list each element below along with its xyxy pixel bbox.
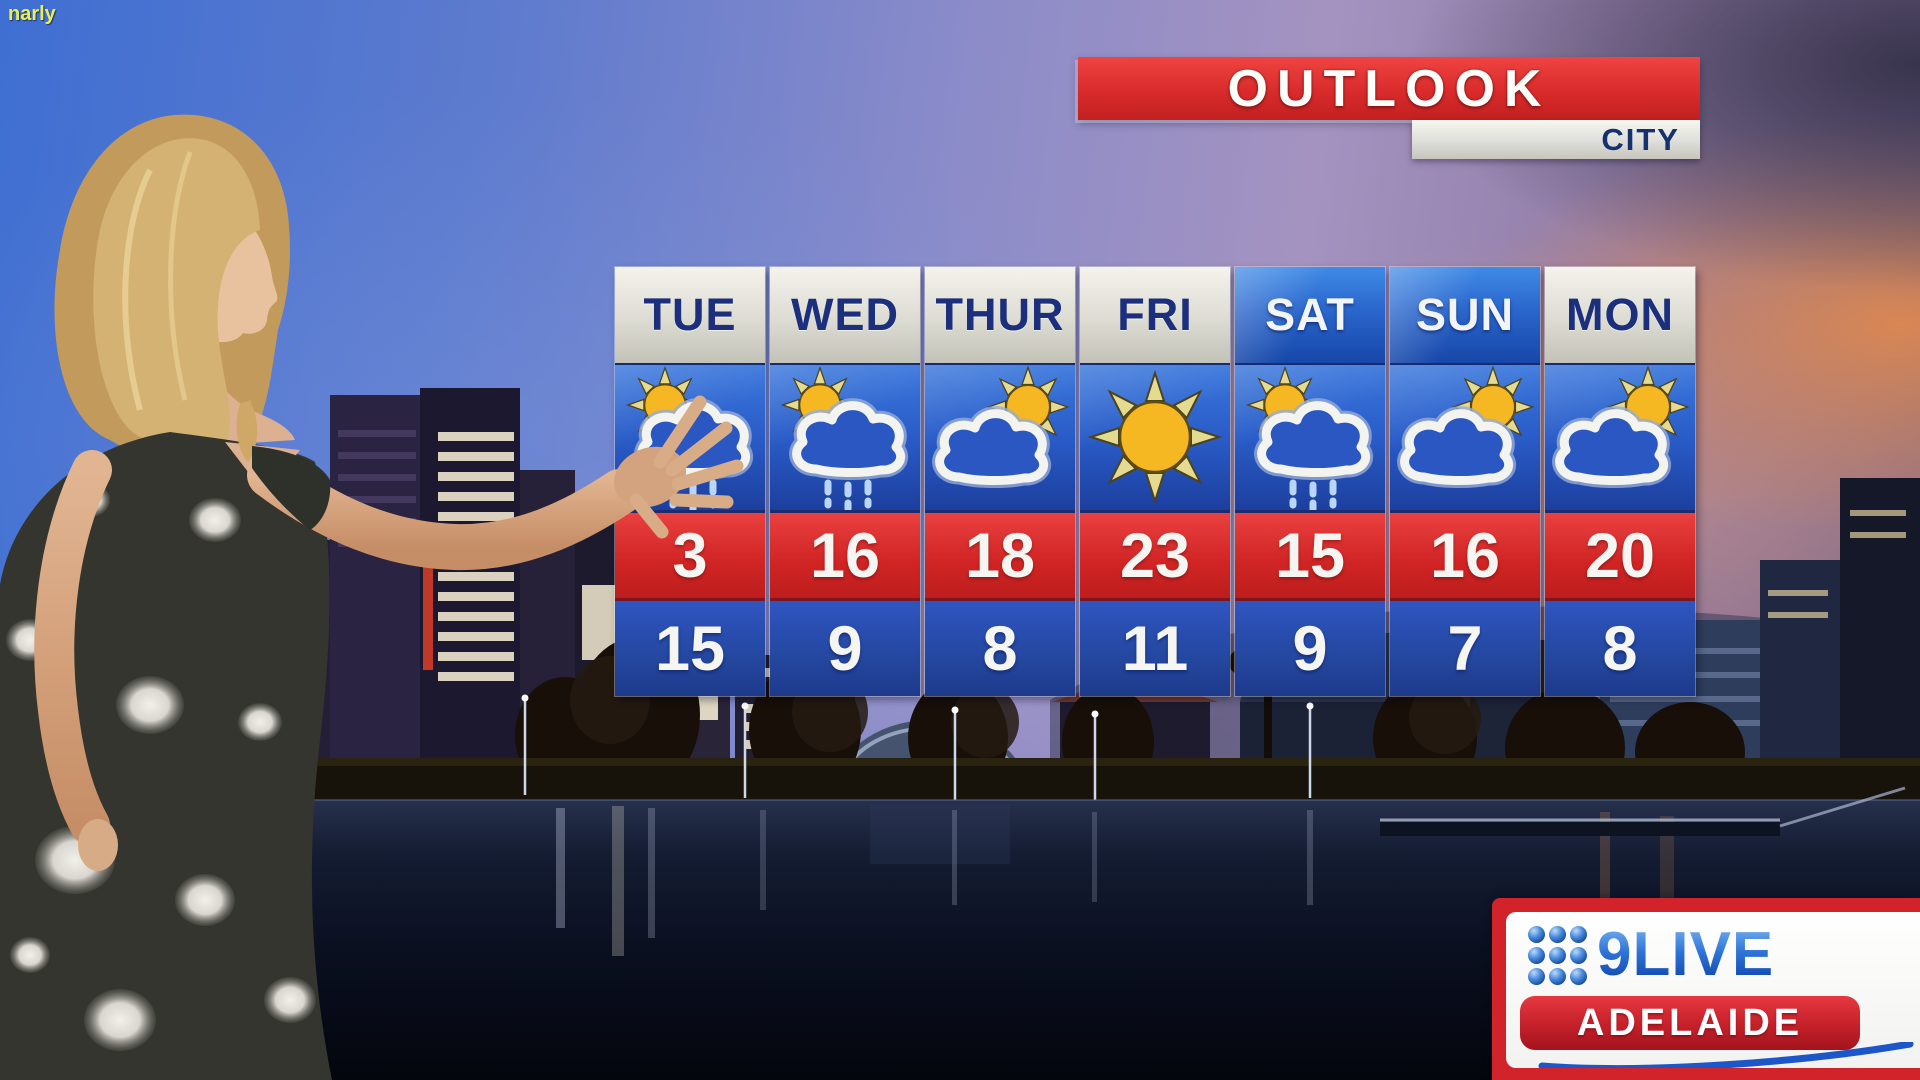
day-label: WED: [791, 289, 899, 340]
low-temperature: 15: [615, 598, 765, 696]
weather-icon-cell: [1390, 363, 1540, 510]
banner-subtitle-text: CITY: [1601, 121, 1680, 157]
region-badge: ADELAIDE: [1520, 996, 1860, 1050]
low-temperature: 11: [1080, 598, 1230, 696]
low-temperature: 8: [1545, 598, 1695, 696]
day-header: THUR: [925, 267, 1075, 363]
day-header: TUE: [615, 267, 765, 363]
forecast-day-mon: MON 20 8: [1545, 267, 1695, 696]
high-temperature: 16: [1390, 510, 1540, 598]
low-temperature: 7: [1390, 598, 1540, 696]
weather-icon-cell: [770, 363, 920, 510]
partly-cloudy-icon: [1397, 365, 1535, 489]
showers-icon: [1245, 365, 1374, 510]
weather-icon-cell: [925, 363, 1075, 510]
day-label: TUE: [643, 289, 737, 340]
day-header: MON: [1545, 267, 1695, 363]
day-label: THUR: [935, 289, 1065, 340]
high-temperature: 20: [1545, 510, 1695, 598]
forecast-day-fri: FRI 23 11: [1080, 267, 1230, 696]
day-label: FRI: [1117, 289, 1193, 340]
forecast-day-thur: THUR 18 8: [925, 267, 1075, 696]
network-name: 9LIVE: [1597, 920, 1775, 989]
banner-title-text: OUTLOOK: [1227, 59, 1551, 118]
day-label: SAT: [1265, 289, 1355, 340]
nine-live-logo: 9LIVE ADELAIDE: [1492, 898, 1920, 1080]
low-temperature: 8: [925, 598, 1075, 696]
city-banner: CITY: [1412, 120, 1700, 159]
high-temperature: 18: [925, 510, 1075, 598]
watermark: narly: [8, 3, 56, 25]
logo-card: 9LIVE ADELAIDE: [1506, 912, 1920, 1068]
day-header: WED: [770, 267, 920, 363]
partly-cloudy-icon: [1552, 365, 1690, 489]
day-label: MON: [1566, 289, 1674, 340]
forecast-day-sun: SUN 16 7: [1390, 267, 1540, 696]
day-header: SUN: [1390, 267, 1540, 363]
weather-icon-cell: [1545, 363, 1695, 510]
forecast-day-tue: TUE 3 15: [615, 267, 765, 696]
weather-icon-cell: [1080, 363, 1230, 510]
high-temperature: 23: [1080, 510, 1230, 598]
low-temperature: 9: [770, 598, 920, 696]
forecast-day-wed: WED 16 9: [770, 267, 920, 696]
showers-icon: [625, 365, 754, 510]
high-temperature: 15: [1235, 510, 1385, 598]
partly-cloudy-icon: [932, 365, 1070, 489]
outlook-banner: OUTLOOK: [1078, 57, 1700, 120]
showers-icon: [780, 365, 909, 510]
day-header: FRI: [1080, 267, 1230, 363]
high-temperature: 16: [770, 510, 920, 598]
nine-network-dots-icon: [1528, 925, 1587, 985]
forecast-day-sat: SAT 15 9: [1235, 267, 1385, 696]
weather-icon-cell: [615, 363, 765, 510]
logo-swoosh: [1538, 1042, 1914, 1068]
day-label: SUN: [1415, 289, 1514, 340]
forecast-table: TUE 3 15: [615, 267, 1695, 696]
day-header: SAT: [1235, 267, 1385, 363]
sunny-icon: [1087, 369, 1223, 505]
weather-icon-cell: [1235, 363, 1385, 510]
high-temperature: 3: [615, 510, 765, 598]
low-temperature: 9: [1235, 598, 1385, 696]
